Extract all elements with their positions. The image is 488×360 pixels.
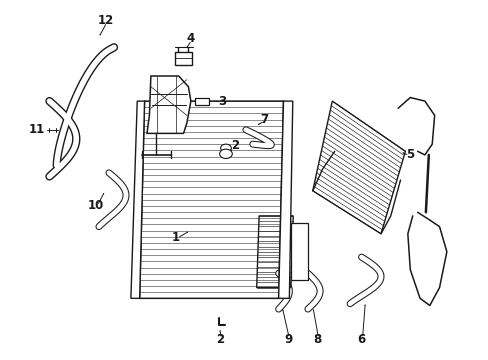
Text: 11: 11 — [29, 123, 45, 136]
Polygon shape — [147, 76, 190, 134]
Text: 9: 9 — [284, 333, 292, 346]
Polygon shape — [290, 223, 307, 280]
Text: 6: 6 — [357, 333, 365, 346]
Text: 12: 12 — [97, 14, 113, 27]
Circle shape — [219, 149, 232, 158]
Text: 10: 10 — [87, 199, 103, 212]
Text: 8: 8 — [313, 333, 321, 346]
Polygon shape — [278, 101, 292, 298]
Text: 3: 3 — [218, 95, 226, 108]
Text: 2: 2 — [216, 333, 224, 346]
Bar — [194, 98, 209, 105]
Text: 7: 7 — [260, 113, 267, 126]
Text: 1: 1 — [172, 231, 180, 244]
Text: 2: 2 — [230, 139, 238, 152]
Bar — [174, 51, 192, 64]
Polygon shape — [131, 101, 144, 298]
Text: 4: 4 — [186, 32, 195, 45]
Circle shape — [220, 144, 231, 152]
Text: 5: 5 — [406, 148, 413, 161]
